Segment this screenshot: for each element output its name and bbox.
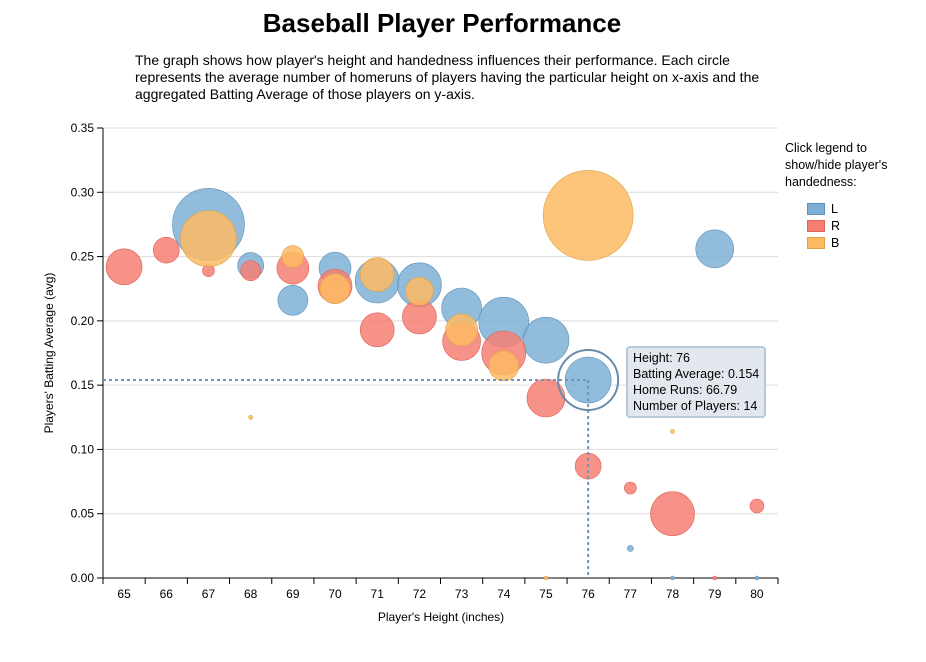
bubble-b-76[interactable] [542, 170, 634, 261]
bubble-r-66[interactable] [152, 236, 180, 264]
tooltip-height: Height: 76 [633, 351, 690, 365]
x-tick-label: 69 [286, 587, 300, 601]
chart-title: Baseball Player Performance [262, 8, 622, 38]
bubble-r-71[interactable] [359, 312, 395, 348]
legend-item-r[interactable]: R [807, 217, 840, 234]
bubble-b-73[interactable] [445, 313, 478, 347]
x-tick-label: 70 [328, 587, 342, 601]
tooltip-home-runs: Home Runs: 66.79 [633, 383, 738, 397]
x-tick-label: 72 [413, 587, 427, 601]
x-tick-label: 71 [371, 587, 385, 601]
legend-label-b: B [831, 235, 840, 250]
bubble-b-69[interactable] [281, 245, 305, 268]
x-tick-label: 66 [160, 587, 174, 601]
bubble-layer [105, 170, 765, 581]
bubble-b-70[interactable] [319, 273, 351, 305]
bubble-b-72[interactable] [405, 276, 434, 306]
bubble-b-75[interactable] [543, 575, 549, 581]
x-tick-label: 65 [117, 587, 131, 601]
bubble-b-68[interactable] [248, 414, 253, 420]
x-tick-label: 80 [750, 587, 764, 601]
legend-swatch-b [807, 236, 825, 249]
bubble-r-77[interactable] [624, 481, 637, 495]
legend-label-l: L [831, 201, 838, 216]
bubble-l-69[interactable] [277, 284, 309, 316]
x-tick-label: 77 [624, 587, 638, 601]
grid-lines [103, 127, 778, 515]
x-tick-label: 67 [202, 587, 216, 601]
y-tick-label: 0.05 [71, 507, 95, 521]
x-tick-label: 76 [581, 587, 595, 601]
x-tick-label: 75 [539, 587, 553, 601]
x-axis: 65 66 67 68 69 70 71 72 73 74 75 76 77 78 79 80 [102, 577, 779, 601]
x-tick-label: 78 [666, 587, 680, 601]
legend-item-b[interactable]: B [807, 234, 840, 251]
y-tick-label: 0.25 [71, 250, 95, 264]
legend: L R B [807, 200, 840, 251]
legend-title: Click legend to show/hide player's hande… [785, 141, 888, 189]
y-tick-label: 0.00 [71, 571, 95, 585]
bubble-r-65[interactable] [105, 248, 143, 286]
bubble-r-68[interactable] [240, 260, 261, 282]
legend-label-r: R [831, 218, 841, 233]
tooltip-batting-average: Batting Average: 0.154 [633, 367, 760, 381]
x-tick-label: 74 [497, 587, 511, 601]
y-tick-label: 0.15 [71, 378, 95, 392]
y-tick-label: 0.20 [71, 314, 95, 328]
bubble-b-71[interactable] [359, 257, 395, 292]
x-tick-label: 79 [708, 587, 722, 601]
tooltip-players: Number of Players: 14 [633, 399, 758, 413]
legend-item-l[interactable]: L [807, 200, 840, 217]
y-axis-label: Players' Batting Average (avg) [42, 273, 56, 434]
x-tick-label: 68 [244, 587, 258, 601]
bubble-l-77[interactable] [627, 545, 634, 552]
bubble-l-80[interactable] [754, 575, 760, 581]
bubble-b-74[interactable] [488, 350, 520, 382]
bubble-l-79[interactable] [695, 229, 735, 269]
bubble-l-75[interactable] [522, 316, 570, 364]
highlight-ring [557, 349, 620, 411]
legend-swatch-l [807, 202, 825, 215]
y-axis: 0.00 0.05 0.10 0.15 0.20 0.25 0.30 0.35 [71, 121, 104, 585]
bubble-b-78[interactable] [670, 429, 675, 434]
x-tick-label: 73 [455, 587, 469, 601]
tooltip: Height: 76 Batting Average: 0.154 Home R… [626, 346, 767, 418]
y-tick-label: 0.35 [71, 121, 95, 135]
y-tick-label: 0.10 [71, 442, 95, 456]
y-tick-label: 0.30 [71, 185, 95, 199]
bubble-r-79[interactable] [712, 575, 718, 581]
bubble-l-78[interactable] [670, 575, 675, 581]
bubble-b-67[interactable] [180, 210, 237, 267]
bubble-r-80[interactable] [749, 498, 765, 514]
chart-subtitle: The graph shows how player's height and … [135, 52, 760, 102]
bubble-r-78[interactable] [650, 491, 695, 537]
x-axis-label: Player's Height (inches) [378, 610, 504, 624]
highlight-layer [103, 349, 620, 578]
legend-swatch-r [807, 219, 825, 232]
